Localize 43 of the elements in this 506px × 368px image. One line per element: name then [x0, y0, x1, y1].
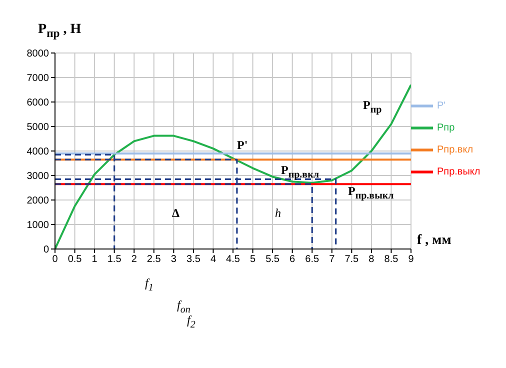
x-tick-label: 5	[250, 254, 256, 266]
text: f$_{2}$	[187, 313, 196, 330]
x-tick-label: 8	[368, 254, 375, 266]
y-tick-label: 0	[43, 244, 50, 256]
annotation: P$_{пр.вкл}$	[281, 163, 319, 180]
y-tick-label: 4000	[26, 146, 50, 158]
annotation: P$_{пр}$	[363, 98, 382, 116]
x-tick-label: 2	[131, 254, 138, 266]
legend-label: P'	[437, 100, 446, 112]
x-tick-label: 1.5	[107, 254, 122, 266]
annotation: h	[275, 206, 281, 221]
text: f$_{оп}$	[177, 298, 190, 316]
x-tick-label: 8.5	[384, 254, 399, 266]
y-tick-label: 8000	[26, 48, 50, 60]
legend-label: Рпр.выкл	[437, 166, 480, 178]
x-tick-label: 5.5	[266, 254, 280, 266]
y-tick-label: 1000	[26, 220, 50, 232]
x-tick-label: 6	[290, 254, 296, 266]
x-tick-label: 7	[329, 254, 336, 266]
x-axis-title: f , мм	[417, 233, 452, 249]
x-tick-label: 3.5	[186, 254, 201, 266]
y-tick-label: 2000	[26, 196, 50, 207]
text: f$_{1}$	[145, 276, 154, 294]
x-tick-label: 4	[210, 254, 216, 266]
x-tick-label: 9	[408, 254, 414, 266]
y-tick-label: 5000	[26, 122, 50, 134]
x-tick-label: 7.5	[344, 254, 360, 266]
y-tick-label: 3000	[26, 171, 50, 182]
x-tick-label: 4.5	[226, 254, 240, 266]
x-tick-label: 0	[52, 254, 58, 266]
annotation: Δ	[172, 206, 180, 221]
x-tick-label: 2.5	[146, 254, 162, 266]
y-tick-label: 6000	[26, 98, 50, 109]
annotation: P$_{пр.выкл}$	[348, 184, 394, 202]
annotation: P'	[237, 138, 248, 153]
y-tick-label: 7000	[26, 73, 50, 84]
x-tick-label: 3	[170, 254, 177, 266]
x-tick-label: 1	[92, 254, 98, 266]
x-tick-label: 6.5	[305, 254, 320, 266]
y-axis-title: P$_{пр}$ , Н	[38, 22, 82, 40]
legend-label: Рпр.вкл	[437, 144, 474, 156]
x-tick-label: 0.5	[68, 254, 82, 266]
legend-label: Рпр	[437, 122, 455, 134]
